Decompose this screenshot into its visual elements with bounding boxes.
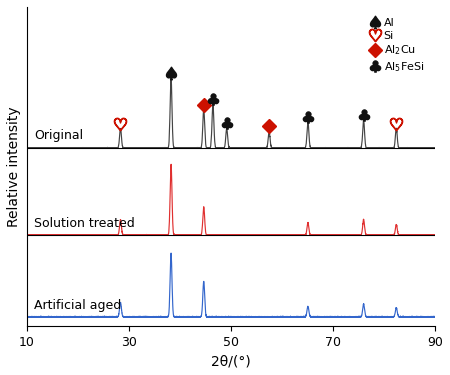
Text: Original: Original — [34, 129, 83, 142]
Text: Solution treated: Solution treated — [34, 217, 135, 230]
Text: Artificial aged: Artificial aged — [34, 298, 122, 312]
Y-axis label: Relative intensity: Relative intensity — [7, 106, 21, 226]
Legend: Al, Si, Al$_2$Cu, Al$_5$FeSi: Al, Si, Al$_2$Cu, Al$_5$FeSi — [364, 12, 430, 80]
X-axis label: 2θ/(°): 2θ/(°) — [211, 354, 251, 368]
